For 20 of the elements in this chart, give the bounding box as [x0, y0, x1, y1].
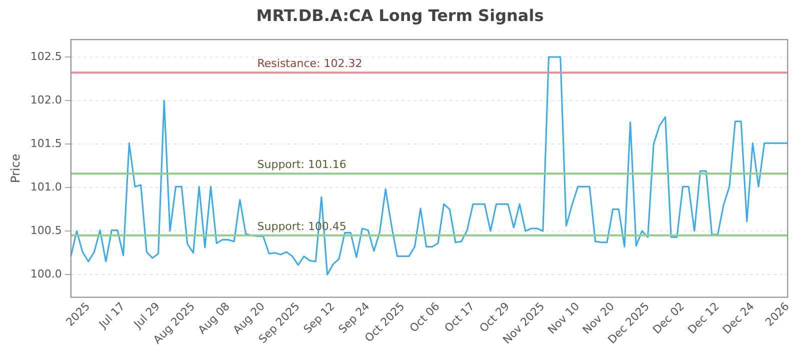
x-tick-label: Dec 12 — [685, 300, 722, 336]
chart-title: MRT.DB.A:CA Long Term Signals — [255, 6, 545, 27]
x-tick-label: Nov 10 — [545, 300, 582, 337]
ref-line-label: Support: 101.16 — [257, 158, 346, 171]
x-tick-label: Oct 06 — [407, 300, 442, 335]
x-tick-label: Dec 24 — [720, 300, 757, 336]
y-tick-label: 102.0 — [30, 93, 62, 106]
x-tick-label: Aug 08 — [196, 300, 232, 337]
x-tick-label: Oct 17 — [442, 300, 478, 335]
y-tick-label: 101.0 — [30, 180, 62, 194]
y-tick-label: 102.5 — [30, 50, 62, 63]
x-tick-label: Sep 12 — [301, 300, 338, 336]
y-tick-label: 100.5 — [30, 224, 62, 237]
x-tick-label: Dec 02 — [650, 300, 687, 336]
y-tick-label: 100.0 — [30, 267, 62, 280]
y-axis-title: Price — [8, 154, 22, 184]
y-tick-label: 101.5 — [30, 136, 62, 150]
ref-line-label: Resistance: 102.32 — [257, 57, 362, 70]
x-tick-label: Jul 17 — [96, 300, 128, 332]
x-tick-label: Jul 29 — [130, 300, 162, 332]
